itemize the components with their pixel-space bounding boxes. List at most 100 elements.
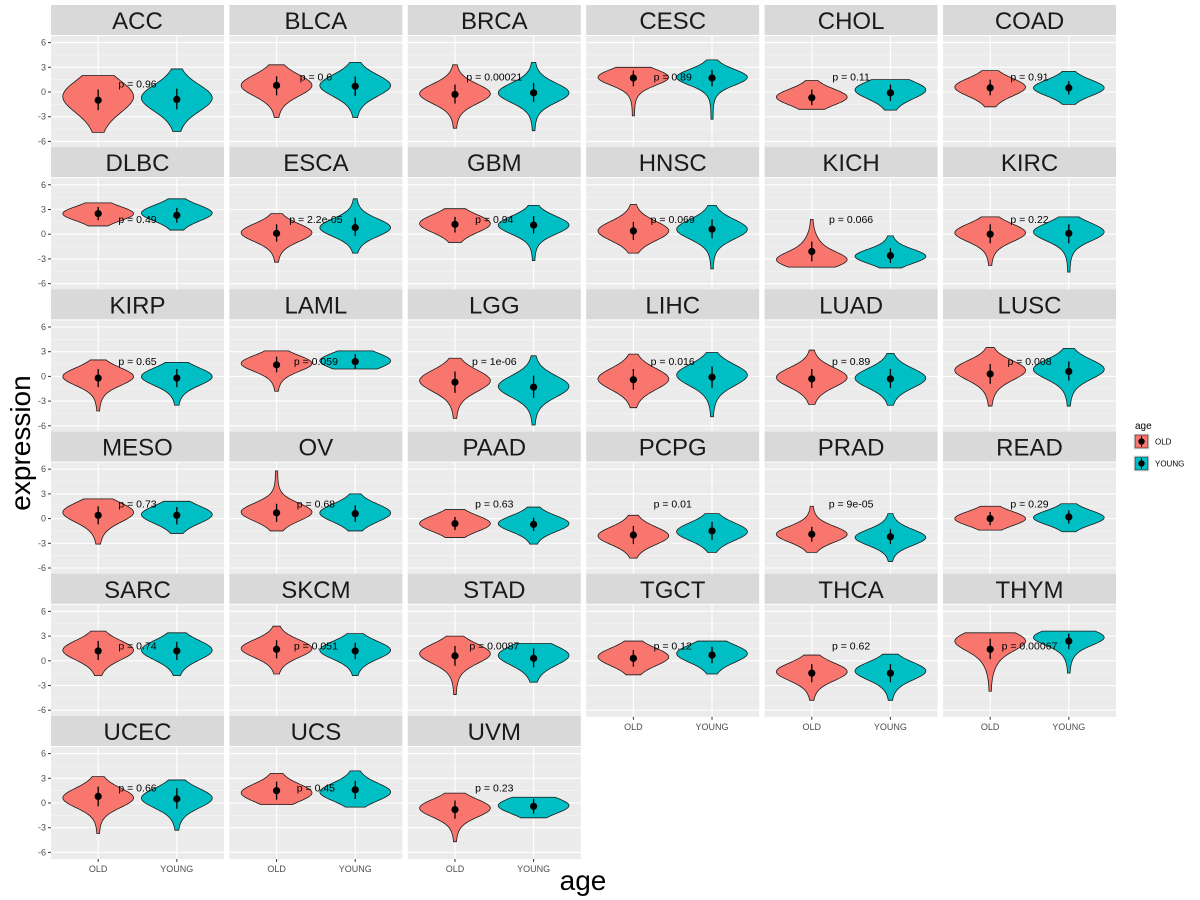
x-axis-title: age (560, 865, 607, 896)
mean-point-old (629, 654, 637, 662)
facet-strip (943, 573, 1116, 604)
facet-panel-coad: COAD p = 0.91 (943, 5, 1116, 148)
facet-strip-label: READ (996, 435, 1063, 462)
x-tick-label: YOUNG (160, 864, 193, 874)
y-tick-label: -6 (38, 563, 46, 573)
facet-strip (229, 431, 403, 462)
facet-panel-brca: BRCA p = 0.00021 (407, 5, 581, 148)
y-tick-label: 3 (41, 204, 46, 214)
mean-point-young (351, 510, 359, 518)
facet-strip (407, 5, 581, 35)
p-value-label: p = 0.45 (297, 783, 335, 795)
p-value-label: p = 0.73 (118, 498, 156, 510)
y-tick-label: 6 (41, 606, 46, 616)
p-value-label: p = 0.94 (475, 214, 513, 226)
legend-label-old: OLD (1155, 438, 1172, 447)
p-value-label: p = 0.91 (1010, 72, 1048, 84)
y-axis-title: expression (5, 375, 36, 510)
y-tick-label: 3 (41, 489, 46, 499)
y-tick-label: 0 (41, 87, 46, 97)
facet-strip (51, 431, 224, 462)
mean-point-old (272, 229, 281, 237)
facet-panel-lgg: LGG p = 1e-06 (407, 289, 581, 433)
p-value-label: p = 0.11 (832, 72, 870, 84)
p-value-label: p = 0.059 (294, 356, 338, 368)
mean-point-young (886, 533, 895, 541)
legend-title: age (1135, 421, 1152, 432)
facet-strip (51, 289, 224, 320)
mean-point-old (272, 361, 281, 369)
mean-point-young (1065, 513, 1073, 521)
facet-strip-label: BRCA (461, 8, 528, 35)
y-tick-label: 3 (41, 62, 46, 72)
y-tick-label: -6 (38, 136, 46, 146)
facet-strip-label: LIHC (645, 292, 700, 319)
facet-panel-kich: KICH p = 0.066 (764, 147, 938, 291)
mean-point-old (986, 230, 994, 238)
facet-strip-label: KIRC (1001, 150, 1058, 177)
mean-point-young (1065, 84, 1073, 92)
mean-point-young (351, 82, 359, 90)
facet-panels: ACC -6 -3 0 3 6 p = 0.96 BLCA p = 0.6 BRCA p = 0.0… (38, 5, 1116, 874)
mean-point-old (808, 530, 816, 538)
violin-young (1033, 630, 1105, 674)
facet-strip-label: TGCT (640, 577, 706, 604)
y-tick-label: -6 (38, 421, 46, 431)
p-value-label: p = 0.00067 (1002, 640, 1058, 652)
facet-strip-label: COAD (995, 8, 1064, 35)
facet-strip-label: CESC (639, 8, 706, 35)
facet-panel-chol: CHOL p = 0.11 (764, 5, 938, 148)
p-value-label: p = 0.016 (651, 356, 695, 368)
mean-point-young (1065, 637, 1073, 645)
facet-panel-read: READ p = 0.29 (943, 431, 1116, 575)
facet-strip (229, 716, 403, 746)
facet-strip (943, 431, 1116, 462)
mean-point-young (708, 651, 716, 659)
facet-strip-label: CHOL (818, 8, 885, 35)
facet-strip-label: OV (299, 435, 334, 462)
facet-strip (51, 716, 224, 746)
facet-strip (586, 289, 760, 320)
y-tick-label: 6 (41, 749, 46, 759)
facet-strip (586, 147, 760, 178)
facet-strip-label: UCS (291, 719, 342, 746)
facet-strip (229, 5, 403, 35)
facet-panel-lihc: LIHC p = 0.016 (586, 289, 760, 433)
x-tick-label: OLD (624, 722, 643, 732)
facet-strip-label: HNSC (639, 150, 707, 177)
facet-strip-label: UCEC (103, 719, 171, 746)
mean-point-old (272, 509, 281, 517)
facet-strip (586, 431, 760, 462)
facet-panel-thym: THYM OLD YOUNG p = 0.00067 (943, 573, 1116, 732)
facet-strip-label: THYM (996, 577, 1064, 604)
x-tick-label: OLD (803, 722, 822, 732)
facet-panel-tgct: TGCT OLD YOUNG p = 0.12 (586, 573, 760, 732)
mean-point-young (1065, 229, 1073, 237)
mean-point-young (351, 357, 359, 366)
p-value-label: p = 0.89 (832, 356, 870, 368)
p-value-label: p = 0.22 (1010, 214, 1048, 226)
mean-point-old (94, 792, 102, 801)
mean-point-old (94, 374, 102, 382)
facet-strip-label: MESO (102, 435, 173, 462)
y-tick-label: 0 (41, 514, 46, 524)
y-tick-label: -3 (38, 254, 46, 264)
facet-strip (407, 431, 581, 462)
facet-panel-thca: THCA OLD YOUNG p = 0.62 (764, 573, 938, 732)
p-value-label: p = 0.01 (654, 498, 692, 510)
mean-point-old (986, 645, 994, 653)
mean-point-old (451, 805, 459, 814)
p-value-label: p = 0.00021 (466, 72, 522, 84)
facet-panel-esca: ESCA p = 2.2e-05 (229, 147, 403, 291)
x-tick-label: OLD (267, 864, 286, 874)
mean-point-old (94, 96, 102, 104)
mean-point-young (530, 654, 538, 662)
mean-point-old (986, 370, 994, 378)
mean-point-young (530, 520, 538, 528)
mean-point-young (351, 786, 359, 794)
legend: age OLD YOUNG (1133, 421, 1184, 472)
facet-strip (586, 573, 760, 604)
p-value-label: p = 0.29 (1010, 498, 1048, 510)
p-value-label: p = 0.49 (118, 214, 156, 226)
facet-strip (943, 289, 1116, 320)
